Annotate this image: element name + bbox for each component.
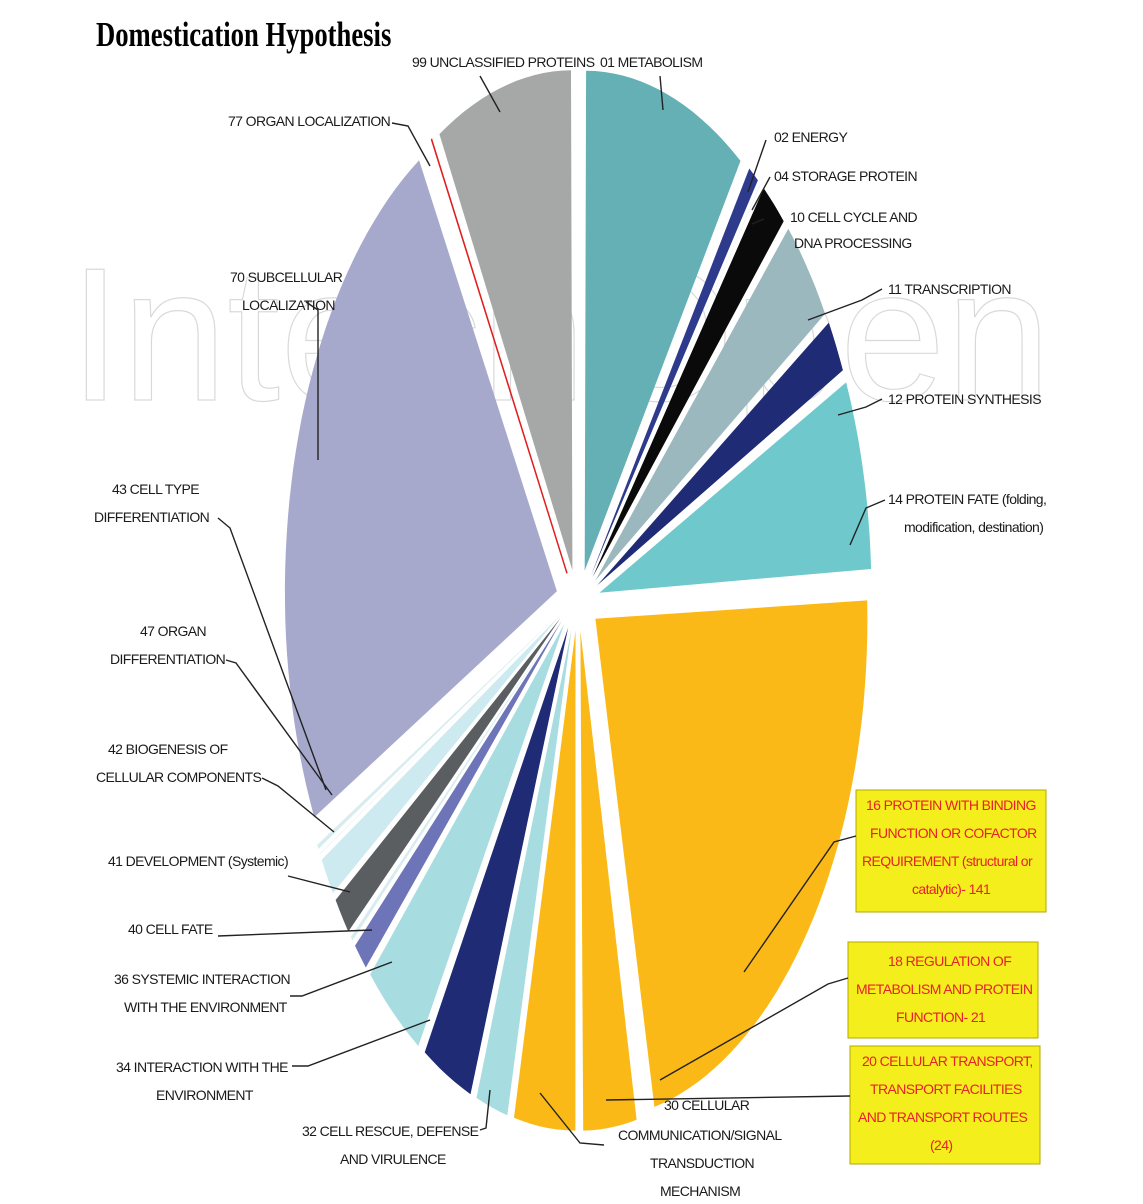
label-16-d: catalytic)- 141: [912, 881, 991, 897]
label-43-a: 43 CELL TYPE: [112, 481, 199, 497]
label-41: 41 DEVELOPMENT (Systemic): [108, 853, 288, 869]
leader-47: [225, 659, 333, 796]
leader-lines: [217, 75, 886, 1146]
label-20-a: 20 CELLULAR TRANSPORT,: [862, 1053, 1033, 1069]
label-47-b: DIFFERENTIATION: [110, 651, 225, 667]
leader-01: [659, 75, 664, 111]
leader-70: [305, 301, 319, 460]
label-01: 01 METABOLISM: [600, 54, 702, 70]
label-99: 99 UNCLASSIFIED PROTEINS: [412, 54, 595, 70]
label-40: 40 CELL FATE: [128, 921, 213, 937]
pie-slice-99: [439, 70, 573, 571]
leader-34: [292, 1019, 431, 1067]
label-36-a: 36 SYSTEMIC INTERACTION: [114, 971, 290, 987]
pie-slice-30: [476, 629, 572, 1116]
leader-18: [659, 977, 849, 1081]
leader-42: [261, 777, 335, 833]
label-32-b: AND VIRULENCE: [340, 1151, 446, 1167]
label-16-c: REQUIREMENT (structural or: [862, 853, 1033, 869]
label-02: 02 ENERGY: [774, 129, 848, 145]
label-30-c: TRANSDUCTION: [650, 1155, 754, 1171]
leader-04: [751, 176, 771, 211]
leader-20: [605, 1095, 851, 1101]
highlight-box-20: [849, 1045, 1041, 1165]
pie-slice-10: [592, 188, 784, 578]
label-36-b: WITH THE ENVIRONMENT: [124, 999, 288, 1015]
label-11: 11 TRANSCRIPTION: [888, 281, 1011, 297]
pie-slice-34: [370, 624, 565, 1046]
pie-slice-18: [580, 630, 637, 1131]
leader-99: [479, 75, 501, 113]
label-20-c: AND TRANSPORT ROUTES: [858, 1109, 1028, 1125]
label-30-a: 30 CELLULAR: [664, 1097, 750, 1113]
label-43-b: DIFFERENTIATION: [94, 509, 209, 525]
label-18-a: 18 REGULATION OF: [888, 953, 1011, 969]
leader-41: [287, 875, 351, 893]
leader-32: [479, 1089, 491, 1131]
label-42-a: 42 BIOGENESIS OF: [108, 741, 228, 757]
pie-slice-11: [595, 228, 826, 581]
pie-slice-20: [514, 630, 576, 1131]
pie-slice-47: [319, 614, 559, 854]
label-18-b: METABOLISM AND PROTEIN: [856, 981, 1032, 997]
highlight-box-16: [855, 789, 1047, 913]
label-14-a: 14 PROTEIN FATE (folding,: [888, 491, 1046, 507]
leader-30: [539, 1092, 605, 1146]
leader-11: [807, 288, 883, 321]
leader-16: [743, 835, 857, 973]
label-70-b: LOCALIZATION: [242, 297, 335, 313]
label-12: 12 PROTEIN SYNTHESIS: [888, 391, 1041, 407]
pie-slice-40: [350, 619, 562, 941]
pie-slice-04: [591, 183, 761, 576]
chart-title: Domestication Hypothesis: [96, 15, 391, 54]
label-30-b: COMMUNICATION/SIGNAL: [618, 1127, 782, 1143]
label-32-a: 32 CELL RESCUE, DEFENSE: [302, 1123, 479, 1139]
leader-14: [849, 499, 886, 546]
pie-slice-70: [284, 160, 557, 818]
label-20-b: TRANSPORT FACILITIES: [870, 1081, 1022, 1097]
label-34-b: ENVIRONMENT: [156, 1087, 254, 1103]
pie-slice-12: [597, 322, 843, 586]
label-77: 77 ORGAN LOCALIZATION: [228, 113, 390, 129]
label-30-d: MECHANISM: [660, 1183, 740, 1199]
pie-slice-01: [584, 70, 741, 571]
label-10-a: 10 CELL CYCLE AND: [790, 209, 918, 225]
label-14-b: modification, destination): [904, 519, 1043, 535]
label-04: 04 STORAGE PROTEIN: [774, 168, 917, 184]
pie-slice-16: [595, 600, 868, 1107]
pie-slice-41: [335, 618, 561, 932]
label-20-d: (24): [930, 1137, 953, 1153]
pie-slice-02: [591, 168, 758, 576]
label-42-b: CELLULAR COMPONENTS: [96, 769, 261, 785]
leader-36: [290, 961, 393, 997]
label-34-a: 34 INTERACTION WITH THE: [116, 1059, 288, 1075]
pie-slice-14: [599, 382, 872, 593]
label-10-b: DNA PROCESSING: [794, 235, 912, 251]
label-47-a: 47 ORGAN: [140, 623, 206, 639]
leader-43: [217, 517, 327, 791]
pie-slice-42: [321, 616, 560, 894]
leader-12: [837, 398, 883, 416]
pie-slice-77: [430, 138, 568, 574]
leader-02: [747, 139, 767, 193]
label-18-c: FUNCTION- 21: [896, 1009, 986, 1025]
pie-slices: [284, 70, 872, 1131]
label-70-a: 70 SUBCELLULAR: [230, 269, 343, 285]
pie-slice-36: [355, 620, 562, 968]
leader-10: [751, 218, 765, 225]
leader-40: [217, 929, 373, 937]
pie-slice-43: [317, 614, 559, 849]
pie-slice-32: [424, 627, 569, 1095]
leader-77: [391, 122, 431, 167]
highlight-box-18: [847, 941, 1039, 1039]
slice-labels: 99 UNCLASSIFIED PROTEINS 01 METABOLISM 7…: [94, 54, 1047, 1199]
label-16-b: FUNCTION OR COFACTOR: [870, 825, 1037, 841]
label-16-a: 16 PROTEIN WITH BINDING: [866, 797, 1036, 813]
